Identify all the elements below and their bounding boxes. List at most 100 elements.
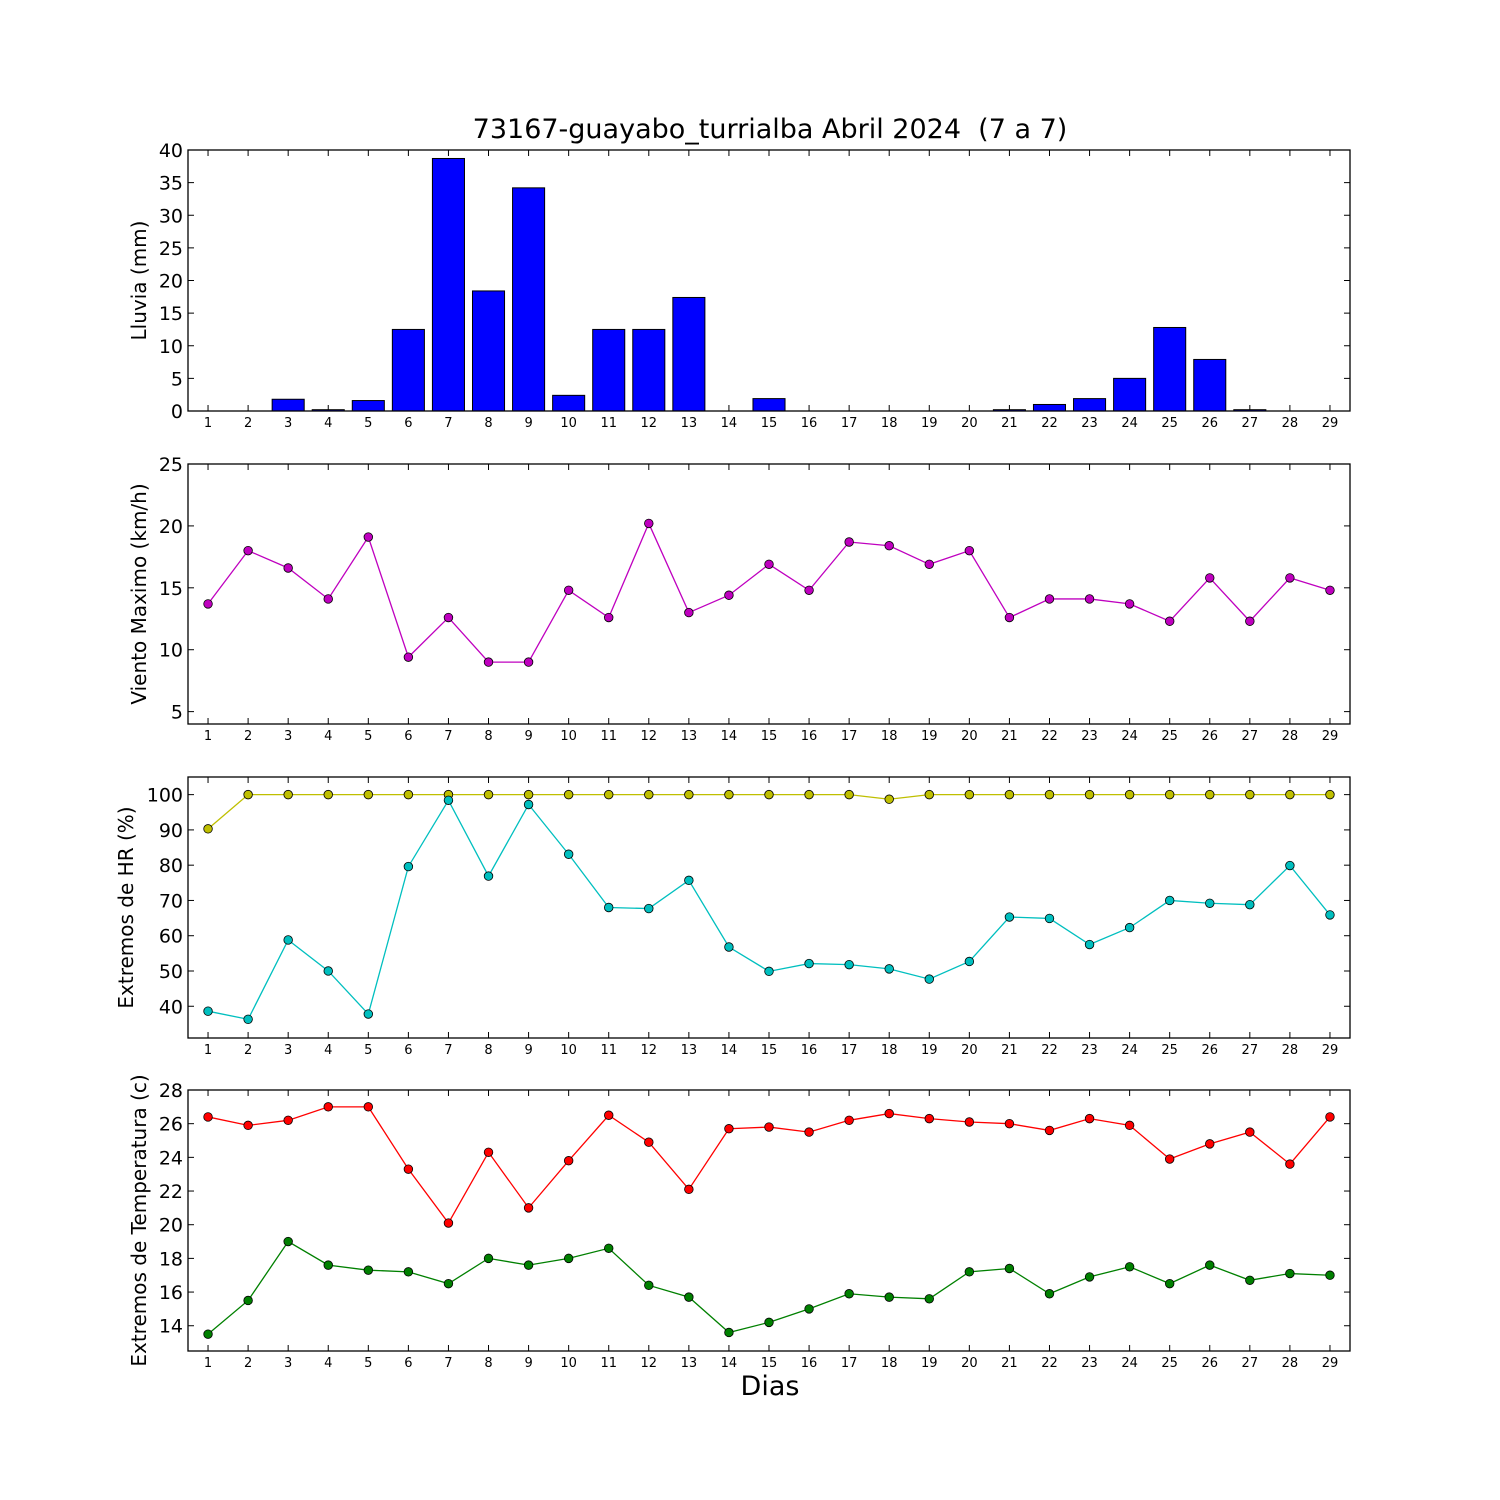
x-tick-label: 23	[1081, 1043, 1098, 1058]
x-tick-label: 17	[841, 1356, 858, 1371]
x-tick-label: 27	[1242, 729, 1259, 744]
y-tick-label: 60	[159, 926, 183, 948]
data-point	[1245, 616, 1255, 626]
data-point	[1084, 939, 1095, 950]
x-tick-label: 10	[560, 416, 577, 431]
data-point	[964, 1267, 975, 1277]
x-tick-label: 14	[721, 1043, 738, 1058]
data-point	[1285, 1159, 1295, 1169]
x-tick-label: 9	[524, 416, 532, 431]
x-tick-label: 9	[524, 1356, 532, 1371]
series-line	[207, 793, 1330, 830]
x-tick-label: 27	[1242, 1043, 1259, 1058]
data-point	[844, 1115, 854, 1126]
data-point	[724, 942, 734, 952]
x-tick-label: 25	[1161, 1043, 1178, 1058]
y-tick-label: 5	[171, 702, 183, 724]
data-point	[1205, 1260, 1215, 1270]
data-point	[243, 1014, 253, 1025]
data-point	[1124, 599, 1135, 609]
plot-frame	[187, 776, 1351, 1039]
x-tick-label: 12	[641, 416, 658, 431]
data-point	[1325, 789, 1335, 800]
x-tick-label: 25	[1161, 729, 1178, 744]
data-point	[323, 789, 333, 800]
data-point	[283, 1236, 293, 1247]
x-tick-label: 6	[404, 1356, 412, 1371]
data-point	[844, 537, 854, 547]
rain-bar	[752, 398, 786, 412]
data-point	[563, 585, 574, 595]
data-point	[804, 1304, 814, 1314]
data-point	[363, 789, 374, 800]
data-point	[964, 1117, 975, 1127]
data-point	[764, 1122, 774, 1132]
data-point	[1044, 913, 1055, 924]
x-tick-label: 11	[600, 416, 617, 431]
data-point	[1044, 789, 1055, 800]
data-point	[884, 1108, 894, 1119]
data-point	[363, 532, 374, 542]
data-point	[1004, 789, 1015, 800]
data-point	[1205, 573, 1215, 583]
x-tick-label: 22	[1041, 1356, 1058, 1371]
data-point	[283, 563, 293, 573]
chart-title: 73167-guayabo_turrialba Abril 2024 (7 a …	[472, 114, 1068, 145]
data-point	[1325, 585, 1335, 595]
data-point	[804, 789, 814, 800]
data-point	[243, 789, 253, 800]
x-tick-label: 24	[1121, 1043, 1138, 1058]
x-tick-label: 25	[1161, 416, 1178, 431]
data-point	[764, 966, 774, 977]
x-tick-label: 11	[600, 729, 617, 744]
data-point	[1004, 612, 1015, 623]
x-tick-label: 29	[1322, 1356, 1339, 1371]
x-tick-label: 23	[1081, 729, 1098, 744]
rain-bar	[1073, 398, 1107, 412]
data-point	[1044, 594, 1055, 604]
rain-bar	[592, 328, 626, 412]
x-tick-label: 17	[841, 1043, 858, 1058]
data-point	[1325, 1270, 1335, 1280]
data-point	[1084, 1113, 1095, 1124]
data-point	[844, 1289, 854, 1299]
x-tick-label: 18	[881, 1356, 898, 1371]
y-tick-label: 15	[159, 303, 183, 325]
y-tick-label: 40	[159, 140, 183, 162]
data-point	[283, 935, 293, 945]
y-tick-label: 100	[147, 785, 183, 807]
data-point	[884, 794, 894, 804]
x-axis-label: Dias	[740, 1371, 800, 1402]
x-tick-label: 20	[961, 1043, 978, 1058]
data-point	[1245, 1275, 1255, 1285]
data-point	[764, 559, 774, 569]
y-tick-label: 90	[159, 820, 183, 842]
y-tick-label: 18	[159, 1248, 183, 1270]
y-tick-label: 20	[159, 516, 183, 538]
x-tick-label: 1	[204, 1356, 212, 1371]
x-tick-label: 5	[364, 1043, 372, 1058]
y-tick-label: 15	[159, 578, 183, 600]
data-point	[1124, 1262, 1135, 1272]
x-tick-label: 1	[204, 1043, 212, 1058]
rain-bar	[1153, 326, 1187, 412]
x-tick-label: 6	[404, 416, 412, 431]
data-point	[684, 789, 694, 800]
data-point	[604, 612, 614, 623]
x-tick-label: 7	[444, 1356, 452, 1371]
data-point	[443, 1278, 454, 1289]
x-tick-label: 14	[721, 1356, 738, 1371]
data-point	[283, 1115, 293, 1126]
x-tick-label: 15	[761, 1043, 778, 1058]
y-tick-label: 10	[159, 336, 183, 358]
data-point	[924, 1113, 934, 1124]
data-point	[1164, 895, 1175, 906]
data-point	[1325, 1112, 1335, 1122]
x-tick-label: 4	[324, 729, 332, 744]
data-point	[323, 966, 333, 976]
x-tick-label: 19	[921, 1356, 938, 1371]
x-tick-label: 23	[1081, 416, 1098, 431]
y-tick-label: 16	[159, 1282, 183, 1304]
plot-frame	[187, 463, 1351, 725]
